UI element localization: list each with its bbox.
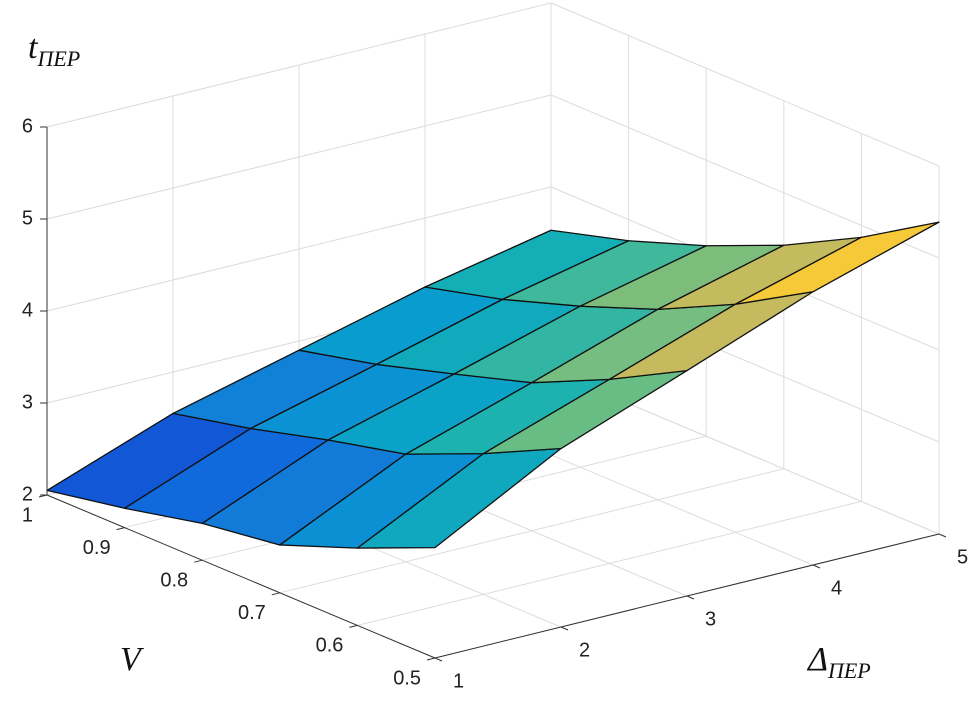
- surface-face: [734, 221, 940, 305]
- x-tick-label: 1: [453, 670, 464, 692]
- y-tick-label: 0.9: [83, 537, 111, 559]
- y-tick: [271, 592, 280, 596]
- z-axis-label: tПЕР: [28, 29, 80, 71]
- x-tick: [812, 564, 821, 569]
- y-axis: [46, 494, 436, 659]
- grid-line: [550, 2, 940, 167]
- x-tick-label: 4: [831, 577, 842, 599]
- x-tick: [686, 595, 695, 600]
- x-label-sub: ПЕР: [827, 658, 871, 683]
- z-tick-label: 5: [22, 207, 33, 229]
- y-axis-label: V: [120, 641, 145, 678]
- z-tick-label: 2: [22, 483, 33, 505]
- y-tick: [194, 559, 203, 563]
- x-tick: [434, 657, 443, 662]
- y-tick-label: 0.7: [238, 602, 266, 624]
- y-tick: [349, 624, 358, 628]
- y-tick-label: 0.6: [316, 635, 344, 657]
- grid-line: [279, 468, 784, 594]
- y-tick: [426, 657, 436, 661]
- z-tick-label: 4: [22, 299, 33, 321]
- x-label-main: Δ: [806, 641, 828, 678]
- grid-line: [46, 186, 552, 312]
- grid-line: [46, 94, 552, 220]
- y-tick: [116, 527, 125, 531]
- x-tick-label: 2: [579, 639, 590, 661]
- x-tick-label: 3: [705, 608, 716, 630]
- x-tick: [560, 626, 569, 631]
- x-tick: [938, 533, 947, 538]
- y-tick-label: 0.8: [160, 569, 188, 591]
- z-tick-label: 3: [22, 391, 33, 413]
- y-tick: [38, 494, 48, 498]
- grid-line: [46, 2, 552, 128]
- grid-line: [550, 94, 940, 259]
- y-tick-label: 0.5: [393, 667, 421, 689]
- z-label-main: t: [28, 29, 39, 66]
- x-tick-label: 5: [957, 546, 968, 568]
- grid-line: [357, 500, 862, 626]
- z-label-sub: ПЕР: [36, 46, 80, 71]
- y-tick-label: 1: [22, 504, 33, 526]
- x-axis-label: ΔПЕР: [806, 641, 871, 683]
- z-tick-label: 6: [22, 115, 33, 137]
